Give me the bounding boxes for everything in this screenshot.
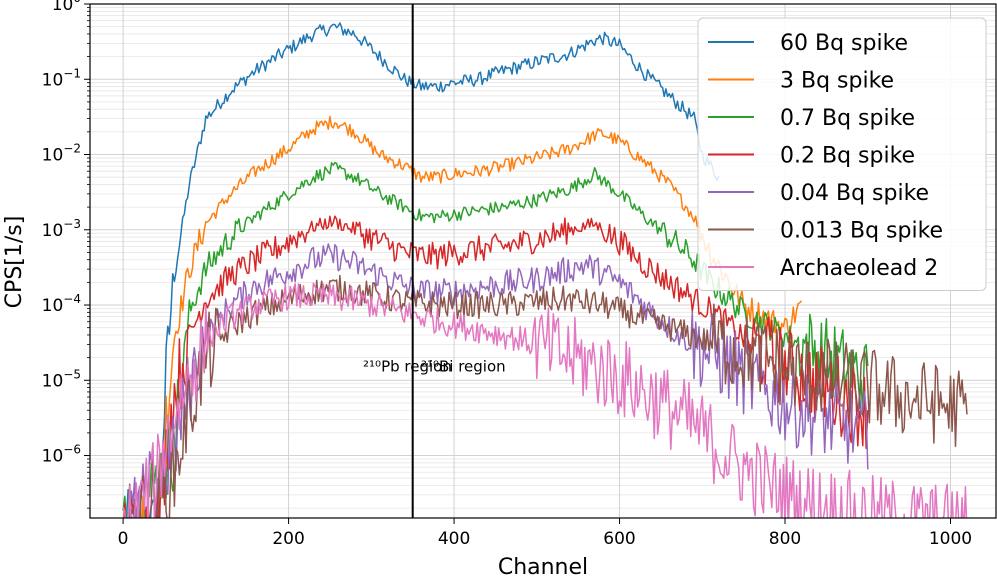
legend-label: 60 Bq spike bbox=[780, 31, 908, 56]
x-tick-label: 1000 bbox=[929, 529, 972, 549]
y-tick-label: 10−4 bbox=[42, 292, 81, 316]
legend-label: 0.04 Bq spike bbox=[780, 181, 929, 206]
y-axis-title: CPS[1/s] bbox=[2, 216, 27, 309]
y-tick-label: 10−5 bbox=[42, 367, 81, 391]
legend-label: 3 Bq spike bbox=[780, 69, 894, 94]
legend-label: 0.2 Bq spike bbox=[780, 144, 915, 169]
legend-box bbox=[697, 17, 987, 291]
y-tick-label: 10−1 bbox=[42, 66, 81, 90]
region-annotation: ²¹⁰Pb region bbox=[363, 358, 452, 376]
series-line bbox=[123, 115, 803, 518]
y-tick-label: 100 bbox=[52, 0, 81, 15]
x-axis-title: Channel bbox=[498, 555, 588, 580]
legend-label: 0.7 Bq spike bbox=[780, 106, 915, 131]
x-tick-label: 400 bbox=[438, 529, 470, 549]
legend-label: 0.013 Bq spike bbox=[780, 219, 943, 244]
series-line bbox=[123, 215, 869, 518]
x-tick-label: 600 bbox=[603, 529, 635, 549]
y-tick-label: 10−3 bbox=[42, 217, 81, 241]
legend-label: Archaeolead 2 bbox=[780, 256, 938, 281]
y-axis-ticks: 100 10−1 10−2 10−3 10−4 10−5 10−6 bbox=[42, 0, 90, 509]
series-line bbox=[122, 161, 869, 518]
x-tick-label: 0 bbox=[118, 529, 129, 549]
x-tick-label: 800 bbox=[769, 529, 801, 549]
series-line bbox=[122, 282, 968, 518]
series-line bbox=[128, 243, 869, 518]
region-annotation: ²¹⁰Bi region bbox=[421, 358, 506, 376]
y-tick-label: 10−6 bbox=[42, 443, 81, 467]
x-axis-ticks: 0 200 400 600 800 1000 bbox=[118, 518, 972, 549]
x-tick-label: 200 bbox=[272, 529, 304, 549]
plot-frame bbox=[89, 3, 997, 519]
series-layer bbox=[122, 22, 968, 518]
series-line bbox=[127, 274, 968, 518]
y-tick-label: 10−2 bbox=[42, 142, 81, 166]
legend: 60 Bq spike 3 Bq spike 0.7 Bq spike 0.2 Bq … bbox=[697, 17, 987, 291]
series-line bbox=[122, 22, 720, 518]
